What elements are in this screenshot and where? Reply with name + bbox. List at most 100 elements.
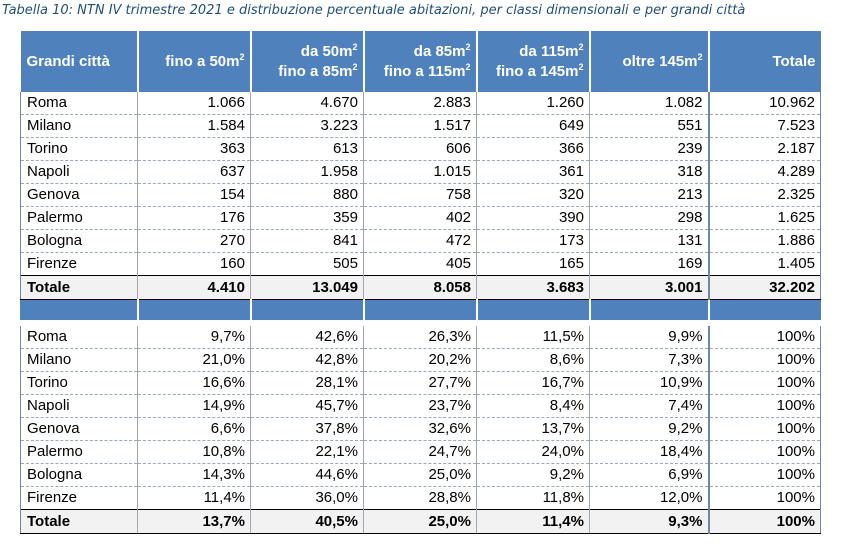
row-label-cell: Bologna bbox=[20, 463, 138, 487]
value-cell: 6,6% bbox=[137, 417, 251, 441]
separator-cell bbox=[136, 299, 251, 320]
value-cell: 472 bbox=[363, 229, 477, 253]
value-cell: 298 bbox=[589, 206, 709, 230]
value-cell: 3.001 bbox=[589, 275, 709, 300]
value-cell: 11,8% bbox=[476, 486, 590, 510]
value-cell: 131 bbox=[589, 229, 709, 253]
value-cell: 390 bbox=[476, 206, 590, 230]
row-label-cell: Bologna bbox=[20, 229, 138, 253]
table-row: Genova 154 880 758 320 213 2.325 bbox=[20, 183, 821, 207]
value-cell: 37,8% bbox=[250, 417, 364, 441]
value-cell: 100% bbox=[707, 509, 821, 534]
value-cell: 21,0% bbox=[137, 348, 251, 372]
header-50-85: da 50m2 fino a 85m2 bbox=[249, 31, 364, 92]
separator-cell bbox=[707, 299, 821, 320]
value-cell: 841 bbox=[250, 229, 364, 253]
value-cell: 320 bbox=[476, 183, 590, 207]
value-cell: 9,7% bbox=[137, 326, 251, 349]
value-cell: 20,2% bbox=[363, 348, 477, 372]
table-row: Bologna 270 841 472 173 131 1.886 bbox=[20, 229, 821, 253]
value-cell: 45,7% bbox=[250, 394, 364, 418]
value-cell: 11,4% bbox=[137, 486, 251, 510]
value-cell: 3.683 bbox=[476, 275, 590, 300]
value-cell: 359 bbox=[250, 206, 364, 230]
row-label-cell: Totale bbox=[20, 509, 138, 534]
value-cell: 2.325 bbox=[707, 183, 821, 207]
value-cell: 551 bbox=[589, 114, 709, 138]
value-cell: 40,5% bbox=[250, 509, 364, 534]
value-cell: 13,7% bbox=[137, 509, 251, 534]
value-cell: 9,9% bbox=[589, 326, 709, 349]
value-cell: 213 bbox=[589, 183, 709, 207]
value-cell: 361 bbox=[476, 160, 590, 184]
value-cell: 26,3% bbox=[363, 326, 477, 349]
table-row: Bologna 14,3% 44,6% 25,0% 9,2% 6,9% 100% bbox=[20, 463, 821, 487]
value-cell: 42,8% bbox=[250, 348, 364, 372]
value-cell: 3.223 bbox=[250, 114, 364, 138]
table-row: Napoli 14,9% 45,7% 23,7% 8,4% 7,4% 100% bbox=[20, 394, 821, 418]
row-label-cell: Totale bbox=[20, 275, 138, 300]
value-cell: 606 bbox=[363, 137, 477, 161]
row-label-cell: Genova bbox=[20, 417, 138, 441]
table-row: Palermo 10,8% 22,1% 24,7% 24,0% 18,4% 100% bbox=[20, 440, 821, 464]
value-cell: 1.517 bbox=[363, 114, 477, 138]
value-cell: 10.962 bbox=[707, 92, 821, 115]
value-cell: 28,1% bbox=[250, 371, 364, 395]
value-cell: 14,9% bbox=[137, 394, 251, 418]
row-label-cell: Milano bbox=[20, 114, 138, 138]
value-cell: 9,2% bbox=[476, 463, 590, 487]
value-cell: 363 bbox=[137, 137, 251, 161]
value-cell: 8.058 bbox=[363, 275, 477, 300]
value-cell: 22,1% bbox=[250, 440, 364, 464]
row-label-cell: Genova bbox=[20, 183, 138, 207]
value-cell: 44,6% bbox=[250, 463, 364, 487]
table-row: Firenze 160 505 405 165 169 1.405 bbox=[20, 252, 821, 276]
value-cell: 100% bbox=[707, 371, 821, 395]
table-row: Roma 9,7% 42,6% 26,3% 11,5% 9,9% 100% bbox=[20, 326, 821, 349]
row-label-cell: Palermo bbox=[20, 206, 138, 230]
value-cell: 1.958 bbox=[250, 160, 364, 184]
section-gap bbox=[20, 320, 821, 326]
table-header: Grandi città fino a 50m2 da 50m2 fino a 8… bbox=[20, 31, 821, 92]
value-cell: 100% bbox=[707, 463, 821, 487]
separator-cell bbox=[588, 299, 709, 320]
value-cell: 4.289 bbox=[707, 160, 821, 184]
value-cell: 173 bbox=[476, 229, 590, 253]
table-caption: Tabella 10: NTN IV trimestre 2021 e dist… bbox=[2, 3, 746, 18]
value-cell: 402 bbox=[363, 206, 477, 230]
row-label-cell: Firenze bbox=[20, 252, 138, 276]
value-cell: 1.066 bbox=[137, 92, 251, 115]
header-city: Grandi città bbox=[20, 31, 138, 92]
value-cell: 1.082 bbox=[589, 92, 709, 115]
value-cell: 160 bbox=[137, 252, 251, 276]
value-cell: 100% bbox=[707, 486, 821, 510]
value-cell: 1.015 bbox=[363, 160, 477, 184]
table-row: Milano 21,0% 42,8% 20,2% 8,6% 7,3% 100% bbox=[20, 348, 821, 372]
gap-cell bbox=[20, 320, 821, 326]
value-cell: 100% bbox=[707, 326, 821, 349]
value-cell: 1.886 bbox=[707, 229, 821, 253]
value-cell: 7,3% bbox=[589, 348, 709, 372]
section-separator bbox=[20, 299, 821, 320]
ntn-table: Grandi città fino a 50m2 da 50m2 fino a 8… bbox=[20, 31, 821, 534]
row-label-cell: Torino bbox=[20, 371, 138, 395]
value-cell: 4.670 bbox=[250, 92, 364, 115]
row-label-cell: Roma bbox=[20, 92, 138, 115]
row-label-cell: Napoli bbox=[20, 394, 138, 418]
value-cell: 6,9% bbox=[589, 463, 709, 487]
table-row: Milano 1.584 3.223 1.517 649 551 7.523 bbox=[20, 114, 821, 138]
value-cell: 1.260 bbox=[476, 92, 590, 115]
value-cell: 23,7% bbox=[363, 394, 477, 418]
value-cell: 758 bbox=[363, 183, 477, 207]
row-label-cell: Napoli bbox=[20, 160, 138, 184]
value-cell: 649 bbox=[476, 114, 590, 138]
value-cell: 7,4% bbox=[589, 394, 709, 418]
table-row: Torino 16,6% 28,1% 27,7% 16,7% 10,9% 100% bbox=[20, 371, 821, 395]
row-label-cell: Palermo bbox=[20, 440, 138, 464]
value-cell: 13,7% bbox=[476, 417, 590, 441]
table-row: Genova 6,6% 37,8% 32,6% 13,7% 9,2% 100% bbox=[20, 417, 821, 441]
value-cell: 13.049 bbox=[250, 275, 364, 300]
value-cell: 154 bbox=[137, 183, 251, 207]
value-cell: 100% bbox=[707, 348, 821, 372]
table-row: Firenze 11,4% 36,0% 28,8% 11,8% 12,0% 100% bbox=[20, 486, 821, 510]
